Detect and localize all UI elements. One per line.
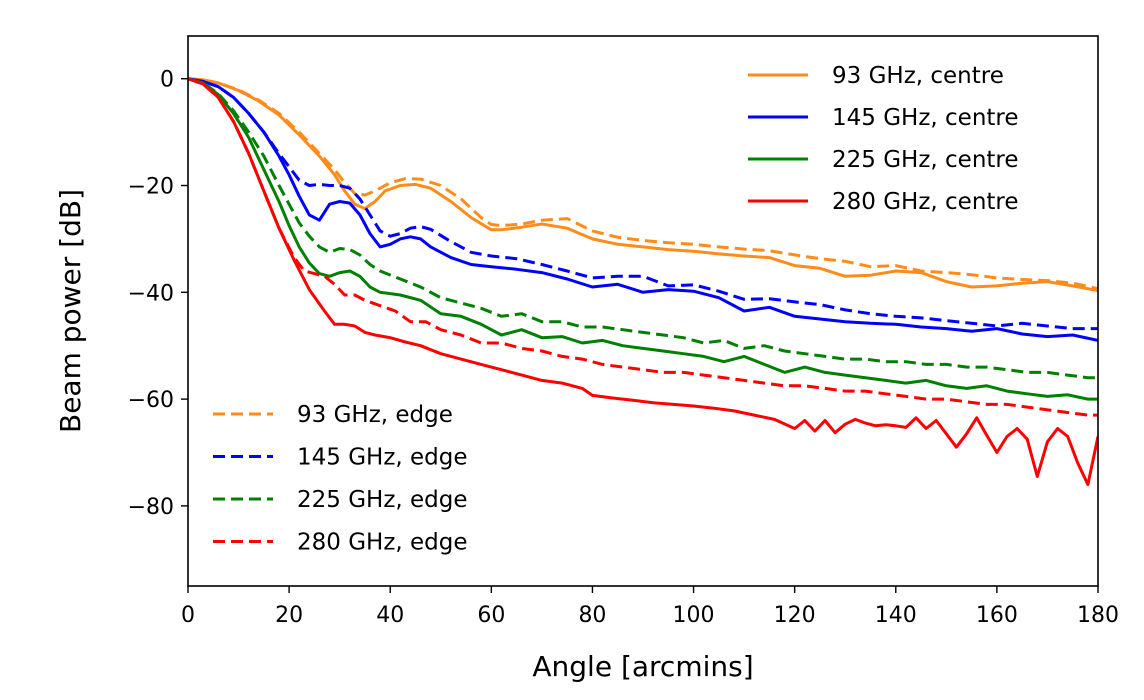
legend-label: 225 GHz, centre	[832, 147, 1019, 173]
series-line-145-ghz-centre	[188, 77, 1098, 342]
x-tick-label: 0	[181, 603, 195, 628]
x-axis-ticks: 0 20 40 60 80 100 120 140 160 180	[181, 586, 1119, 628]
x-tick-label: 100	[673, 603, 715, 628]
legend-label: 280 GHz, centre	[832, 189, 1019, 215]
legend-label: 93 GHz, edge	[297, 402, 453, 428]
legend-label: 145 GHz, centre	[832, 105, 1019, 131]
x-tick-label: 160	[976, 603, 1018, 628]
series-line-225-ghz-centre	[188, 77, 1098, 401]
series-line-280-ghz-centre	[188, 77, 1098, 486]
legend-label: 280 GHz, edge	[297, 530, 468, 556]
series-layer	[188, 77, 1098, 486]
series-line-93-ghz-centre	[188, 77, 1098, 293]
x-tick-label: 60	[477, 603, 505, 628]
x-axis-label: Angle [arcmins]	[532, 650, 753, 683]
legend-top-right: 93 GHz, centre 145 GHz, centre 225 GHz, ce…	[748, 63, 1019, 215]
x-tick-label: 80	[578, 603, 606, 628]
y-tick-label: −40	[128, 281, 174, 306]
series-line-225-ghz-edge	[188, 77, 1098, 380]
legend-label: 145 GHz, edge	[297, 445, 468, 471]
x-tick-label: 180	[1077, 603, 1119, 628]
legend-bottom-left: 93 GHz, edge 145 GHz, edge 225 GHz, edge 28…	[213, 402, 468, 556]
plot-frame	[187, 35, 1099, 587]
x-tick-label: 40	[376, 603, 404, 628]
y-axis-ticks: 0 −20 −40 −60 −80	[128, 68, 188, 520]
series-line-93-ghz-edge	[188, 77, 1098, 291]
y-tick-label: 0	[160, 68, 174, 93]
x-tick-label: 120	[774, 603, 816, 628]
y-axis-label: Beam power [dB]	[54, 189, 87, 433]
legend-label: 93 GHz, centre	[832, 63, 1004, 89]
legend-label: 225 GHz, edge	[297, 487, 468, 513]
series-line-280-ghz-edge	[188, 77, 1098, 417]
x-tick-label: 20	[275, 603, 303, 628]
y-tick-label: −80	[128, 495, 174, 520]
x-tick-label: 140	[875, 603, 917, 628]
y-tick-label: −60	[128, 388, 174, 413]
series-line-145-ghz-edge	[188, 77, 1098, 331]
y-tick-label: −20	[128, 175, 174, 200]
